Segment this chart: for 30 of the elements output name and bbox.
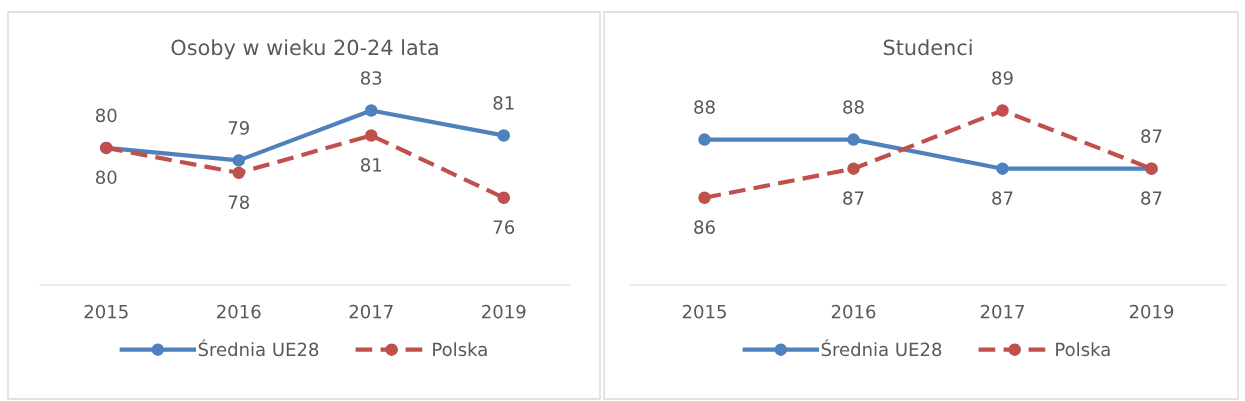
data-label: 87 [1141,191,1162,205]
x-tick-label: 2016 [831,304,876,319]
legend-label: Polska [1056,342,1110,357]
x-tick-label: 2019 [482,304,526,319]
data-label: 78 [228,195,249,210]
x-tick-label: 2017 [349,304,393,319]
data-label: 81 [493,96,514,110]
data-label: 81 [360,158,382,172]
data-label: 87 [992,191,1013,205]
chart-title: Osoby w wieku 20-24 lata [171,39,438,60]
x-tick-label: 2015 [682,304,726,319]
data-label: 87 [1141,129,1162,143]
data-label: 80 [95,108,117,123]
x-tick-label: 2017 [980,304,1024,319]
legend-label: Polska [433,342,487,357]
data-label: 83 [360,71,382,85]
data-label: 88 [843,100,864,114]
data-label: 87 [843,191,864,205]
data-label: 88 [694,100,715,114]
legend-label: Średnia UE28 [821,339,942,357]
data-label: 80 [95,170,117,185]
legend-label: Średnia UE28 [198,339,319,357]
chart-title: Studenci [883,39,972,56]
data-label: 89 [992,71,1013,85]
x-tick-label: 2016 [217,304,261,319]
data-label: 86 [694,220,715,234]
x-tick-label: 2015 [84,304,128,319]
data-label: 76 [493,220,515,234]
data-label: 79 [228,121,249,135]
x-tick-label: 2019 [1129,304,1174,319]
